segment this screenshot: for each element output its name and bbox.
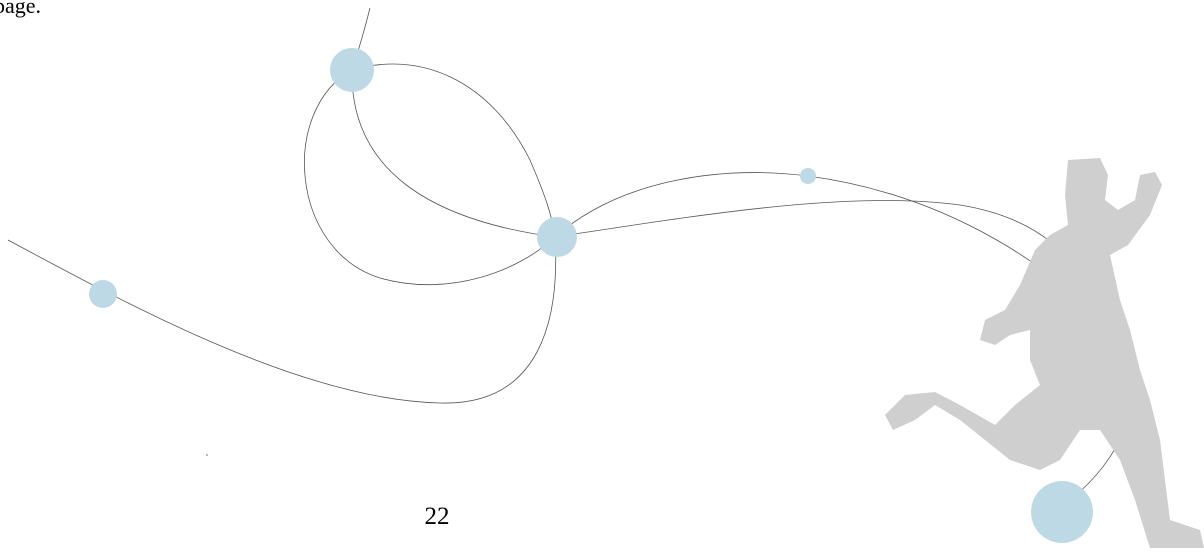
- curve: [351, 69, 556, 238]
- node: [800, 168, 816, 184]
- ball: [1031, 481, 1093, 543]
- node: [330, 48, 374, 92]
- page-number: 22: [425, 503, 450, 530]
- node: [537, 217, 577, 257]
- decorative-curves: [7, 7, 1133, 501]
- curve: [351, 63, 556, 238]
- header-text: page.: [0, 0, 41, 18]
- dot: [206, 454, 208, 456]
- curve: [304, 69, 556, 285]
- node: [89, 280, 117, 308]
- curve: [554, 200, 1091, 301]
- curve: [7, 236, 557, 404]
- player-silhouette: [885, 158, 1204, 548]
